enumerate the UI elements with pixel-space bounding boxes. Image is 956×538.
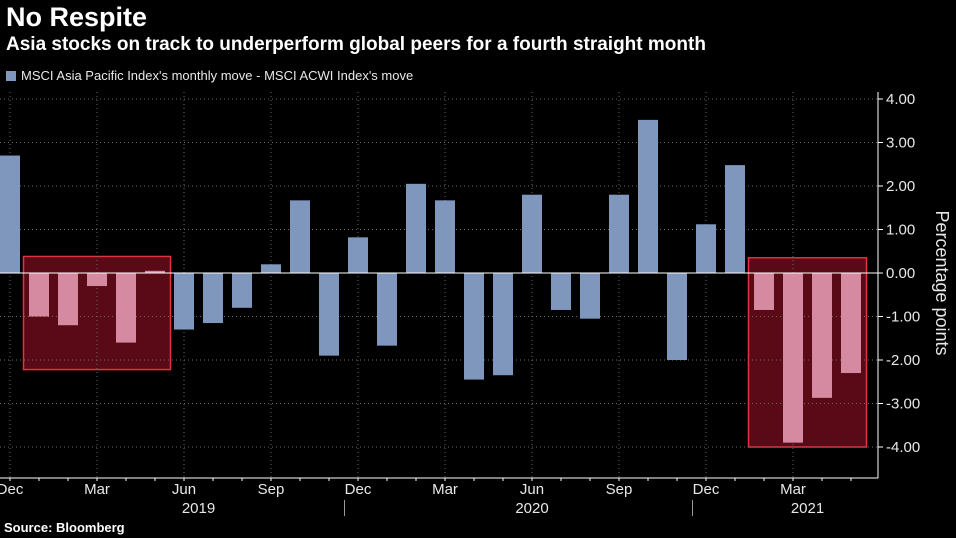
bar bbox=[754, 273, 774, 310]
bar bbox=[667, 273, 687, 360]
chart-title: No Respite bbox=[6, 2, 148, 32]
x-year-label: 2020 bbox=[515, 500, 548, 517]
highlight-layer bbox=[22, 255, 868, 448]
y-tick-label: 2.00 bbox=[886, 178, 915, 195]
bar bbox=[406, 183, 426, 273]
bar bbox=[493, 273, 513, 376]
y-tick-label: 3.00 bbox=[886, 135, 915, 152]
bar bbox=[348, 237, 368, 273]
y-tick-label: 1.00 bbox=[886, 222, 915, 239]
bar bbox=[435, 200, 455, 273]
y-tick-label: -2.00 bbox=[886, 352, 920, 369]
bar bbox=[551, 273, 571, 310]
bar bbox=[638, 119, 658, 273]
chart-subtitle: Asia stocks on track to underperform glo… bbox=[6, 34, 706, 55]
bar bbox=[841, 273, 861, 374]
bar bbox=[812, 273, 832, 398]
bar bbox=[116, 273, 136, 343]
bar bbox=[174, 273, 194, 330]
bar bbox=[203, 273, 223, 324]
y-tick-label: -4.00 bbox=[886, 439, 920, 456]
axis-layer: 4.00 3.00 2.00 1.00 0.00 -1.00 -2.00 -3.00 -4.00… bbox=[0, 91, 952, 517]
bar bbox=[319, 273, 339, 356]
bar bbox=[29, 273, 49, 317]
x-tick-label: Mar bbox=[84, 481, 110, 498]
x-year-label: 2019 bbox=[182, 500, 215, 517]
bar bbox=[696, 224, 716, 273]
bar bbox=[87, 273, 107, 287]
legend-label: MSCI Asia Pacific Index's monthly move -… bbox=[21, 68, 414, 83]
x-tick-label: Jun bbox=[172, 481, 196, 498]
bar bbox=[0, 155, 20, 273]
bar bbox=[377, 273, 397, 346]
bar bbox=[145, 270, 165, 273]
x-tick-label: Dec bbox=[0, 481, 24, 498]
x-tick-label: Sep bbox=[606, 481, 633, 498]
bar bbox=[58, 273, 78, 326]
bar bbox=[290, 200, 310, 273]
bar bbox=[522, 194, 542, 273]
source-note: Source: Bloomberg bbox=[4, 520, 125, 535]
legend: MSCI Asia Pacific Index's monthly move -… bbox=[6, 68, 413, 83]
bar bbox=[232, 273, 252, 308]
bar bbox=[725, 165, 745, 273]
y-tick-label: 0.00 bbox=[886, 265, 915, 282]
y-tick-label: -3.00 bbox=[886, 396, 920, 413]
bar bbox=[580, 273, 600, 319]
y-tick-label: 4.00 bbox=[886, 91, 915, 108]
bar bbox=[783, 273, 803, 443]
y-tick-label: -1.00 bbox=[886, 309, 920, 326]
x-year-label: 2021 bbox=[791, 500, 824, 517]
x-tick-label: Sep bbox=[258, 481, 285, 498]
x-tick-label: Dec bbox=[345, 481, 372, 498]
bar-layer bbox=[0, 119, 861, 443]
x-tick-label: Dec bbox=[693, 481, 720, 498]
bar bbox=[609, 194, 629, 273]
bar bbox=[261, 264, 281, 273]
x-tick-label: Mar bbox=[780, 481, 806, 498]
x-tick-label: Mar bbox=[432, 481, 458, 498]
legend-swatch bbox=[6, 70, 16, 81]
x-tick-label: Jun bbox=[520, 481, 544, 498]
bar bbox=[464, 273, 484, 380]
y-axis-title: Percentage points bbox=[932, 210, 952, 355]
